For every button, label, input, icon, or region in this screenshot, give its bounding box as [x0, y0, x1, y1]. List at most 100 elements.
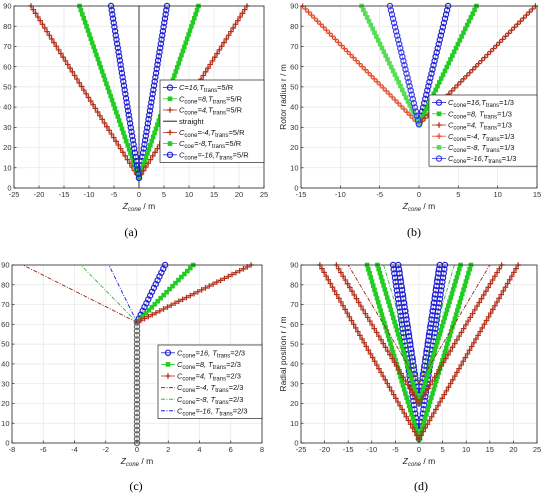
data-point	[99, 116, 106, 123]
data-point	[445, 352, 451, 358]
data-point	[109, 11, 116, 18]
data-point	[129, 155, 135, 160]
legend-label-part: C	[448, 98, 454, 107]
data-point	[437, 80, 442, 85]
data-point	[135, 170, 142, 177]
data-point	[439, 23, 447, 31]
chart-panel: -15 -10 -5 0 5 10 15 0 10 20 30 40 50 60 70 80 90 Zcone /…	[278, 2, 541, 239]
data-point	[229, 271, 235, 278]
data-point	[425, 385, 431, 392]
legend-label-part: =-8,T	[194, 139, 213, 148]
data-point	[145, 151, 150, 156]
data-point	[152, 74, 159, 81]
data-point	[179, 52, 184, 58]
data-point	[362, 11, 368, 16]
legend-label: Ccone=4,Ttrans=5/R	[179, 106, 243, 117]
data-point	[331, 288, 338, 294]
x-tick-label: -10	[366, 445, 377, 454]
data-point	[438, 76, 444, 81]
y-tick-label: 0	[7, 184, 11, 193]
data-point	[426, 403, 432, 409]
data-point	[480, 292, 487, 298]
data-point	[421, 420, 427, 425]
legend-label-part: cone	[453, 114, 467, 120]
data-point	[206, 283, 213, 289]
data-point	[368, 22, 374, 28]
data-point	[452, 85, 458, 91]
legend-label: Ccone=-16,Ttrans=5/R	[179, 150, 249, 161]
data-point	[483, 288, 489, 294]
data-point	[60, 54, 66, 61]
data-point	[161, 15, 169, 22]
data-point	[391, 353, 397, 359]
data-point	[76, 80, 83, 86]
series	[347, 264, 420, 384]
data-point	[406, 403, 412, 409]
data-point	[133, 323, 141, 330]
data-point	[427, 364, 433, 370]
data-point	[154, 57, 162, 64]
data-point	[148, 142, 153, 148]
data-point	[407, 421, 414, 428]
legend-label-part: =2/3	[229, 395, 244, 404]
x-axis-label-sub: cone	[408, 207, 422, 213]
data-point	[432, 348, 438, 353]
data-point	[517, 18, 524, 24]
data-point	[410, 416, 416, 421]
data-point	[133, 388, 141, 395]
data-point	[344, 48, 351, 55]
legend-label-part: trans	[219, 411, 232, 417]
data-point	[353, 57, 360, 64]
legend-label-part: C	[179, 150, 185, 159]
data-point	[396, 270, 403, 277]
data-point	[404, 109, 410, 115]
data-point	[94, 52, 99, 58]
data-point	[358, 303, 364, 309]
data-point	[62, 58, 69, 64]
data-point	[202, 285, 209, 291]
data-point	[362, 310, 369, 317]
data-point	[80, 11, 85, 17]
legend-label-part: =5/R	[217, 83, 234, 92]
legend-label-part: cone	[182, 377, 196, 383]
data-point	[449, 344, 456, 351]
data-point	[470, 11, 476, 16]
data-point	[133, 336, 141, 343]
data-point	[425, 407, 430, 413]
data-point	[429, 395, 434, 400]
series	[418, 264, 455, 384]
legend-label-part: C	[179, 83, 185, 92]
legend-label-part: =16,T	[466, 98, 487, 107]
series	[416, 262, 521, 442]
data-point	[441, 391, 448, 398]
data-point	[195, 288, 201, 295]
data-point	[118, 122, 123, 127]
data-point	[484, 51, 491, 58]
legend-label: Ccone=8,Ttrans=5/R	[179, 94, 243, 105]
data-point	[411, 393, 418, 399]
legend-label-part: trans	[484, 114, 497, 120]
data-point	[202, 69, 209, 75]
data-point	[453, 45, 459, 51]
legend-label-part: trans	[486, 103, 499, 109]
data-point	[147, 103, 154, 110]
data-point	[399, 53, 406, 60]
series	[418, 264, 491, 384]
data-point	[437, 32, 445, 39]
data-point	[458, 329, 465, 336]
data-point	[400, 374, 407, 381]
data-point	[239, 10, 246, 17]
data-point	[308, 12, 315, 18]
data-point	[223, 36, 230, 42]
data-point	[160, 23, 167, 31]
x-tick-label: 0	[135, 445, 139, 454]
legend-label-part: C	[177, 372, 183, 381]
data-point	[386, 384, 393, 391]
y-tick-label: 20	[3, 143, 11, 152]
x-tick-label: 5	[162, 190, 166, 199]
data-point	[431, 91, 437, 97]
panel-caption: (c)	[129, 479, 142, 493]
legend-label: Ccone=8, Ttrans=2/3	[177, 360, 241, 371]
data-point	[111, 23, 118, 31]
data-point	[452, 283, 457, 288]
